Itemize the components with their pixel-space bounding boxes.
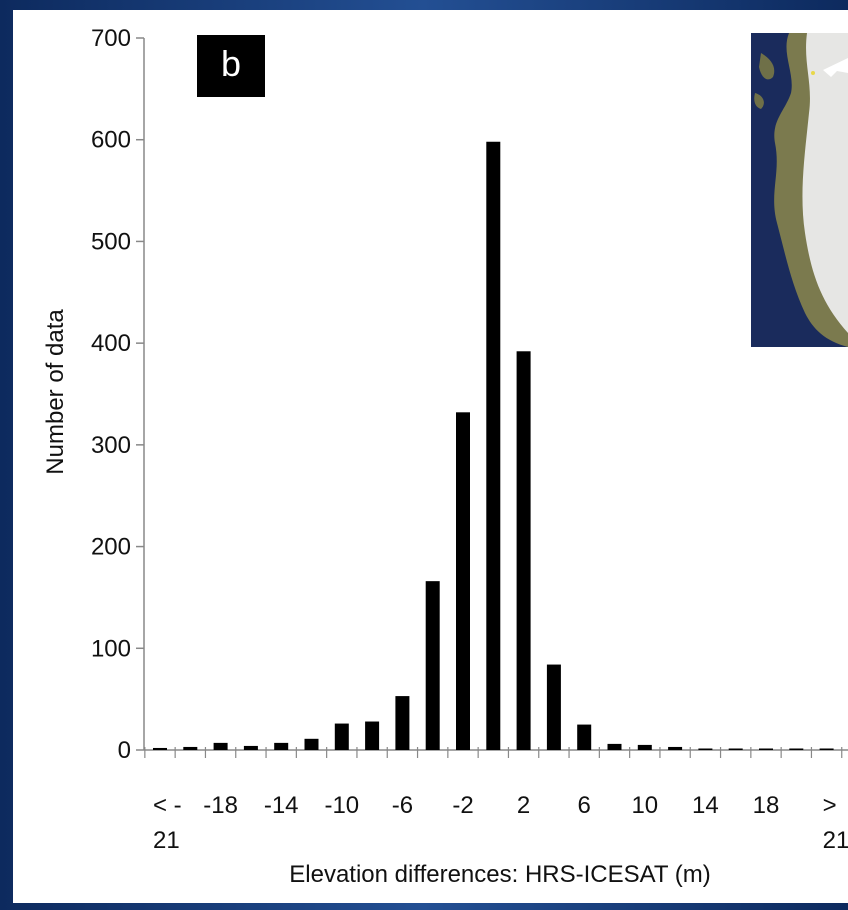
histogram-bar	[395, 696, 410, 750]
histogram-bar	[243, 745, 258, 750]
histogram-bar	[668, 746, 683, 750]
x-tick-label: -2	[452, 792, 473, 819]
histogram-bar	[274, 742, 289, 750]
x-tick-label: -10	[324, 792, 359, 819]
histogram-bar	[698, 748, 713, 750]
y-tick-label: 0	[118, 737, 131, 764]
histogram-bar	[577, 724, 592, 750]
x-tick-label: < -	[153, 792, 182, 819]
histogram-bar	[456, 412, 470, 750]
panel-letter-label: b	[197, 35, 265, 97]
greenland-map-inset	[751, 33, 848, 347]
histogram-bar	[789, 748, 804, 750]
histogram-chart: 0 100 200 300 400 500 600 700 < - 21 -18 -14 -10 -6 -2…	[42, 25, 848, 888]
histogram-bar	[607, 743, 622, 750]
x-axis-title: Elevation differences: HRS-ICESAT (m)	[289, 861, 710, 888]
y-tick-label: 300	[91, 432, 131, 459]
x-tick-label: >	[823, 792, 837, 819]
histogram-bar	[304, 738, 319, 750]
histogram-bar	[637, 744, 652, 750]
histogram-bar	[334, 723, 349, 750]
chart-panel: 0 100 200 300 400 500 600 700 < - 21 -18 -14 -10 -6 -2…	[13, 10, 848, 903]
histogram-bar	[365, 721, 380, 750]
y-tick-label: 400	[91, 330, 131, 357]
ice-sheet-shape	[802, 33, 848, 333]
histogram-bar	[516, 351, 531, 750]
x-tick-label: 6	[578, 792, 591, 819]
y-tick-label: 100	[91, 635, 131, 662]
y-axis	[136, 37, 145, 751]
y-axis-title: Number of data	[42, 309, 69, 475]
greenland-map-image	[751, 33, 848, 347]
x-tick-label: -14	[264, 792, 299, 819]
x-tick-label: 14	[692, 792, 719, 819]
histogram-bar	[486, 141, 501, 751]
bar-series	[153, 141, 834, 751]
histogram-bar	[213, 742, 228, 750]
x-tick-label-line2: 21	[153, 827, 180, 854]
tick-labels: 0 100 200 300 400 500 600 700 < - 21 -18 -14 -10 -6 -2…	[91, 25, 848, 854]
histogram-bar	[546, 664, 561, 750]
y-tick-label: 500	[91, 228, 131, 255]
y-tick-label: 600	[91, 127, 131, 154]
histogram-bar	[728, 748, 743, 750]
arrow-icon	[823, 58, 848, 77]
x-tick-label: -6	[392, 792, 413, 819]
x-tick-label: 10	[631, 792, 658, 819]
location-marker-icon	[811, 71, 815, 75]
histogram-bar	[183, 746, 198, 750]
histogram-bar	[153, 747, 167, 750]
x-tick-label: 18	[753, 792, 780, 819]
histogram-bar	[819, 748, 834, 750]
y-tick-label: 700	[91, 25, 131, 52]
x-tick-label: -18	[203, 792, 238, 819]
y-tick-label: 200	[91, 534, 131, 561]
x-tick-label: 2	[517, 792, 530, 819]
histogram-bar	[759, 748, 773, 750]
x-tick-label-line2: 21	[823, 827, 848, 854]
histogram-bar	[425, 581, 440, 750]
